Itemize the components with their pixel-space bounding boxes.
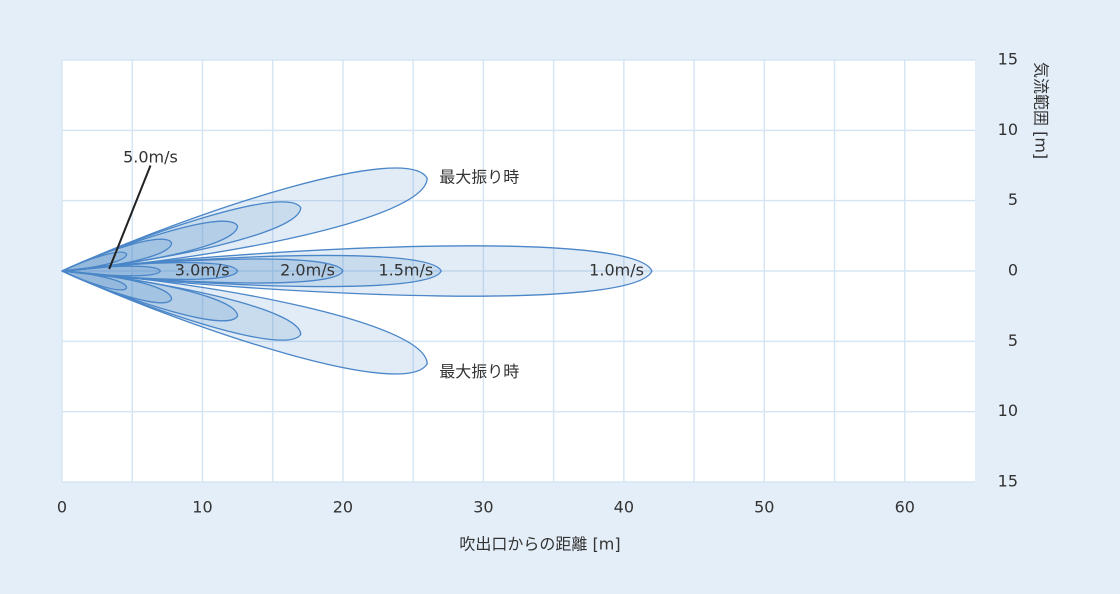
swing-lobe	[61, 220, 239, 272]
lobe-label: 1.0m/s	[589, 261, 644, 280]
annotation: 最大振り時	[439, 168, 519, 187]
x-tick-label: 30	[473, 498, 493, 517]
y-axis-title: 気流範囲 [m]	[1032, 62, 1051, 159]
lobe-label: 2.0m/s	[280, 261, 335, 280]
lobe	[61, 265, 162, 277]
x-tick-label: 40	[614, 498, 634, 517]
x-axis-title: 吹出口からの距離 [m]	[459, 535, 620, 554]
swing-lobe	[61, 167, 428, 272]
lobe-label: 5.0m/s	[123, 147, 178, 166]
x-tick-label: 60	[895, 498, 915, 517]
x-tick-label: 50	[754, 498, 774, 517]
lobe	[61, 258, 344, 284]
y-tick-label: 10	[998, 120, 1018, 139]
y-tick-label: 15	[998, 50, 1018, 69]
lobe-label: 1.5m/s	[378, 261, 433, 280]
swing-lobe	[61, 270, 428, 375]
swing-lobe	[61, 270, 239, 322]
y-tick-label: 0	[1008, 261, 1018, 280]
callout-line	[108, 165, 152, 270]
x-tick-label: 20	[333, 498, 353, 517]
lobe-label: 3.0m/s	[175, 261, 230, 280]
y-tick-label: 10	[998, 401, 1018, 420]
x-tick-label: 10	[192, 498, 212, 517]
x-tick-label: 0	[57, 498, 67, 517]
y-tick-label: 15	[998, 472, 1018, 491]
y-tick-label: 5	[1008, 190, 1018, 209]
annotation: 最大振り時	[439, 362, 519, 381]
y-tick-label: 5	[1008, 331, 1018, 350]
